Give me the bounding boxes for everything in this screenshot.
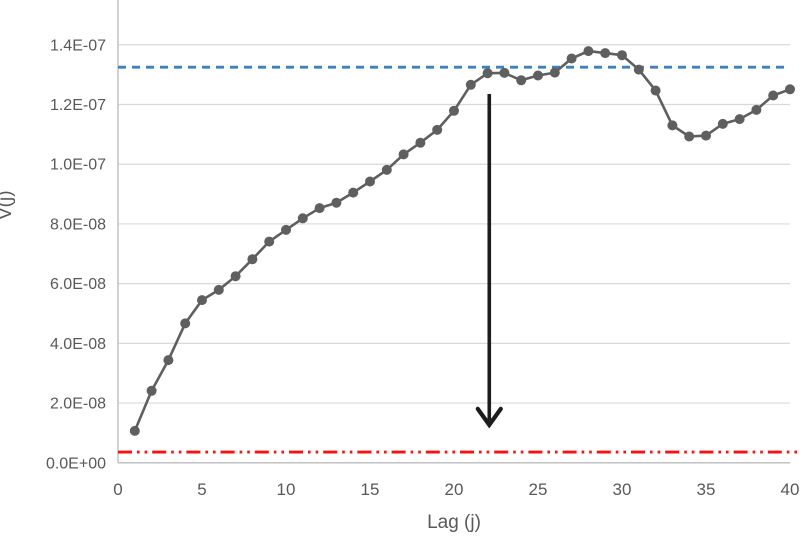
- y-tick-label: 4.0E-08: [50, 336, 106, 353]
- x-tick-label: 40: [781, 480, 800, 499]
- data-point-marker: [650, 85, 661, 96]
- y-tick-label: 1.0E-07: [50, 157, 106, 174]
- data-point-marker: [213, 284, 224, 295]
- data-point-marker: [197, 295, 207, 306]
- data-point-marker: [281, 224, 291, 235]
- x-tick-label: 20: [445, 480, 464, 499]
- data-point-marker: [398, 149, 409, 160]
- data-point-marker: [566, 53, 577, 64]
- data-point-marker: [583, 46, 594, 57]
- data-point-marker: [633, 64, 644, 75]
- data-point-marker: [432, 124, 443, 135]
- data-point-marker: [533, 70, 543, 81]
- data-point-marker: [381, 164, 392, 175]
- y-tick-label: 1.2E-07: [50, 97, 106, 114]
- data-point-marker: [499, 67, 510, 78]
- data-point-marker: [449, 105, 459, 116]
- annotation-arrow-head: [475, 406, 503, 429]
- data-point-marker: [617, 50, 627, 61]
- data-point-marker: [768, 90, 779, 101]
- data-point-marker: [600, 48, 611, 59]
- data-point-marker: [247, 254, 258, 265]
- data-point-marker: [146, 385, 157, 396]
- y-axis-title: V(j): [0, 190, 16, 220]
- data-point-marker: [465, 79, 476, 90]
- data-point-marker: [667, 120, 678, 131]
- data-point-marker: [230, 271, 241, 282]
- data-point-marker: [734, 114, 745, 125]
- data-point-marker: [297, 213, 308, 224]
- data-point-marker: [365, 176, 375, 187]
- y-tick-label: 8.0E-08: [50, 216, 106, 233]
- y-tick-label: 6.0E-08: [50, 276, 106, 293]
- data-point-marker: [331, 197, 342, 208]
- x-tick-label: 0: [113, 480, 122, 499]
- data-point-marker: [751, 104, 762, 115]
- x-tick-label: 35: [697, 480, 716, 499]
- y-tick-label: 0.0E+00: [46, 455, 106, 472]
- x-tick-label: 30: [613, 480, 632, 499]
- data-point-marker: [264, 236, 275, 247]
- y-tick-label: 2.0E-08: [50, 396, 106, 413]
- data-point-marker: [785, 84, 795, 95]
- x-tick-label: 10: [277, 480, 296, 499]
- data-point-marker: [482, 68, 493, 79]
- data-point-marker: [684, 131, 695, 142]
- data-point-marker: [516, 75, 527, 86]
- data-point-marker: [717, 118, 728, 129]
- x-tick-label: 5: [197, 480, 206, 499]
- x-tick-label: 15: [361, 480, 380, 499]
- data-point-marker: [129, 425, 140, 436]
- data-point-marker: [415, 137, 426, 148]
- series-line: [133, 49, 791, 432]
- data-point-marker: [163, 355, 174, 366]
- data-point-marker: [549, 67, 560, 78]
- data-point-marker: [180, 318, 191, 329]
- x-tick-label: 25: [529, 480, 548, 499]
- data-point-marker: [348, 187, 359, 198]
- y-tick-label: 1.4E-07: [50, 37, 106, 54]
- data-point-marker: [701, 130, 711, 141]
- data-point-marker: [314, 203, 325, 214]
- x-axis-title: Lag (j): [427, 512, 481, 533]
